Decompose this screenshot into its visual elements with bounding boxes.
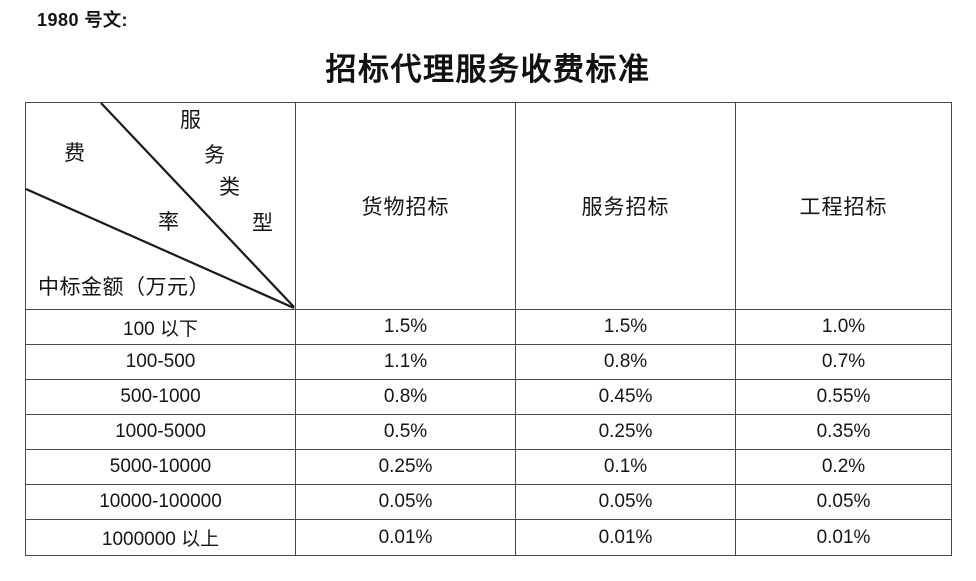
rate-cell: 0.7% xyxy=(736,345,951,380)
rate-cell: 0.8% xyxy=(516,345,736,380)
rate-cell: 0.35% xyxy=(736,415,951,450)
rate-cell: 1.1% xyxy=(296,345,516,380)
diagonal-corner-cell: 费 率 服 务 类 型 中标金额（万元） xyxy=(26,103,296,310)
column-header-goods: 货物招标 xyxy=(296,103,516,310)
rate-cell: 0.5% xyxy=(296,415,516,450)
rate-cell: 0.05% xyxy=(516,485,736,520)
rate-cell: 0.01% xyxy=(816,526,871,548)
rate-cell: 0.2% xyxy=(736,450,951,485)
amount-range-cell: 10000-100000 xyxy=(26,485,296,520)
rate-cell: 0.01% xyxy=(516,520,736,555)
diagonal-line-upper xyxy=(100,103,295,308)
document-number-label: 1980 号文: xyxy=(37,10,129,30)
rate-cell: 0.25% xyxy=(296,450,516,485)
amount-range-cell: 5000-10000 xyxy=(26,450,296,485)
service-type-char: 服 xyxy=(180,108,201,132)
rate-cell: 1.5% xyxy=(296,310,516,345)
fee-standard-table: 费 率 服 务 类 型 中标金额（万元） 货物招标 服务招标 工程招标 100 … xyxy=(25,102,952,556)
service-type-char: 类 xyxy=(219,175,240,199)
amount-range-cell: 100 以下 xyxy=(26,310,296,345)
rate-cell: 0.8% xyxy=(296,380,516,415)
fee-rate-char: 率 xyxy=(158,210,179,234)
amount-range-cell: 1000000 以上 xyxy=(26,520,296,555)
rate-cell: 0.25% xyxy=(516,415,736,450)
amount-range-cell: 1000-5000 xyxy=(26,415,296,450)
diagonal-lines xyxy=(26,103,295,309)
rate-cell: 0.1% xyxy=(516,450,736,485)
rate-cell: 1.5% xyxy=(516,310,736,345)
diagonal-line-lower xyxy=(26,187,295,309)
rate-cell: 0.05% xyxy=(296,485,516,520)
rate-cell: 1.0% xyxy=(736,310,951,345)
page-title: 招标代理服务收费标准 xyxy=(325,52,651,87)
service-type-char: 务 xyxy=(204,143,225,167)
fee-rate-char: 费 xyxy=(64,141,85,165)
amount-range-cell: 100-500 xyxy=(26,345,296,380)
amount-axis-label: 中标金额（万元） xyxy=(38,275,210,299)
amount-range-cell: 500-1000 xyxy=(26,380,296,415)
column-header-engineering: 工程招标 xyxy=(736,103,951,310)
service-type-char: 型 xyxy=(252,211,273,235)
rate-cell: 0.01% xyxy=(296,520,516,555)
rate-cell: 0.45% xyxy=(516,380,736,415)
column-header-services: 服务招标 xyxy=(516,103,736,310)
rate-cell: 0.55% xyxy=(736,380,951,415)
rate-cell: 0.05% xyxy=(736,485,951,520)
